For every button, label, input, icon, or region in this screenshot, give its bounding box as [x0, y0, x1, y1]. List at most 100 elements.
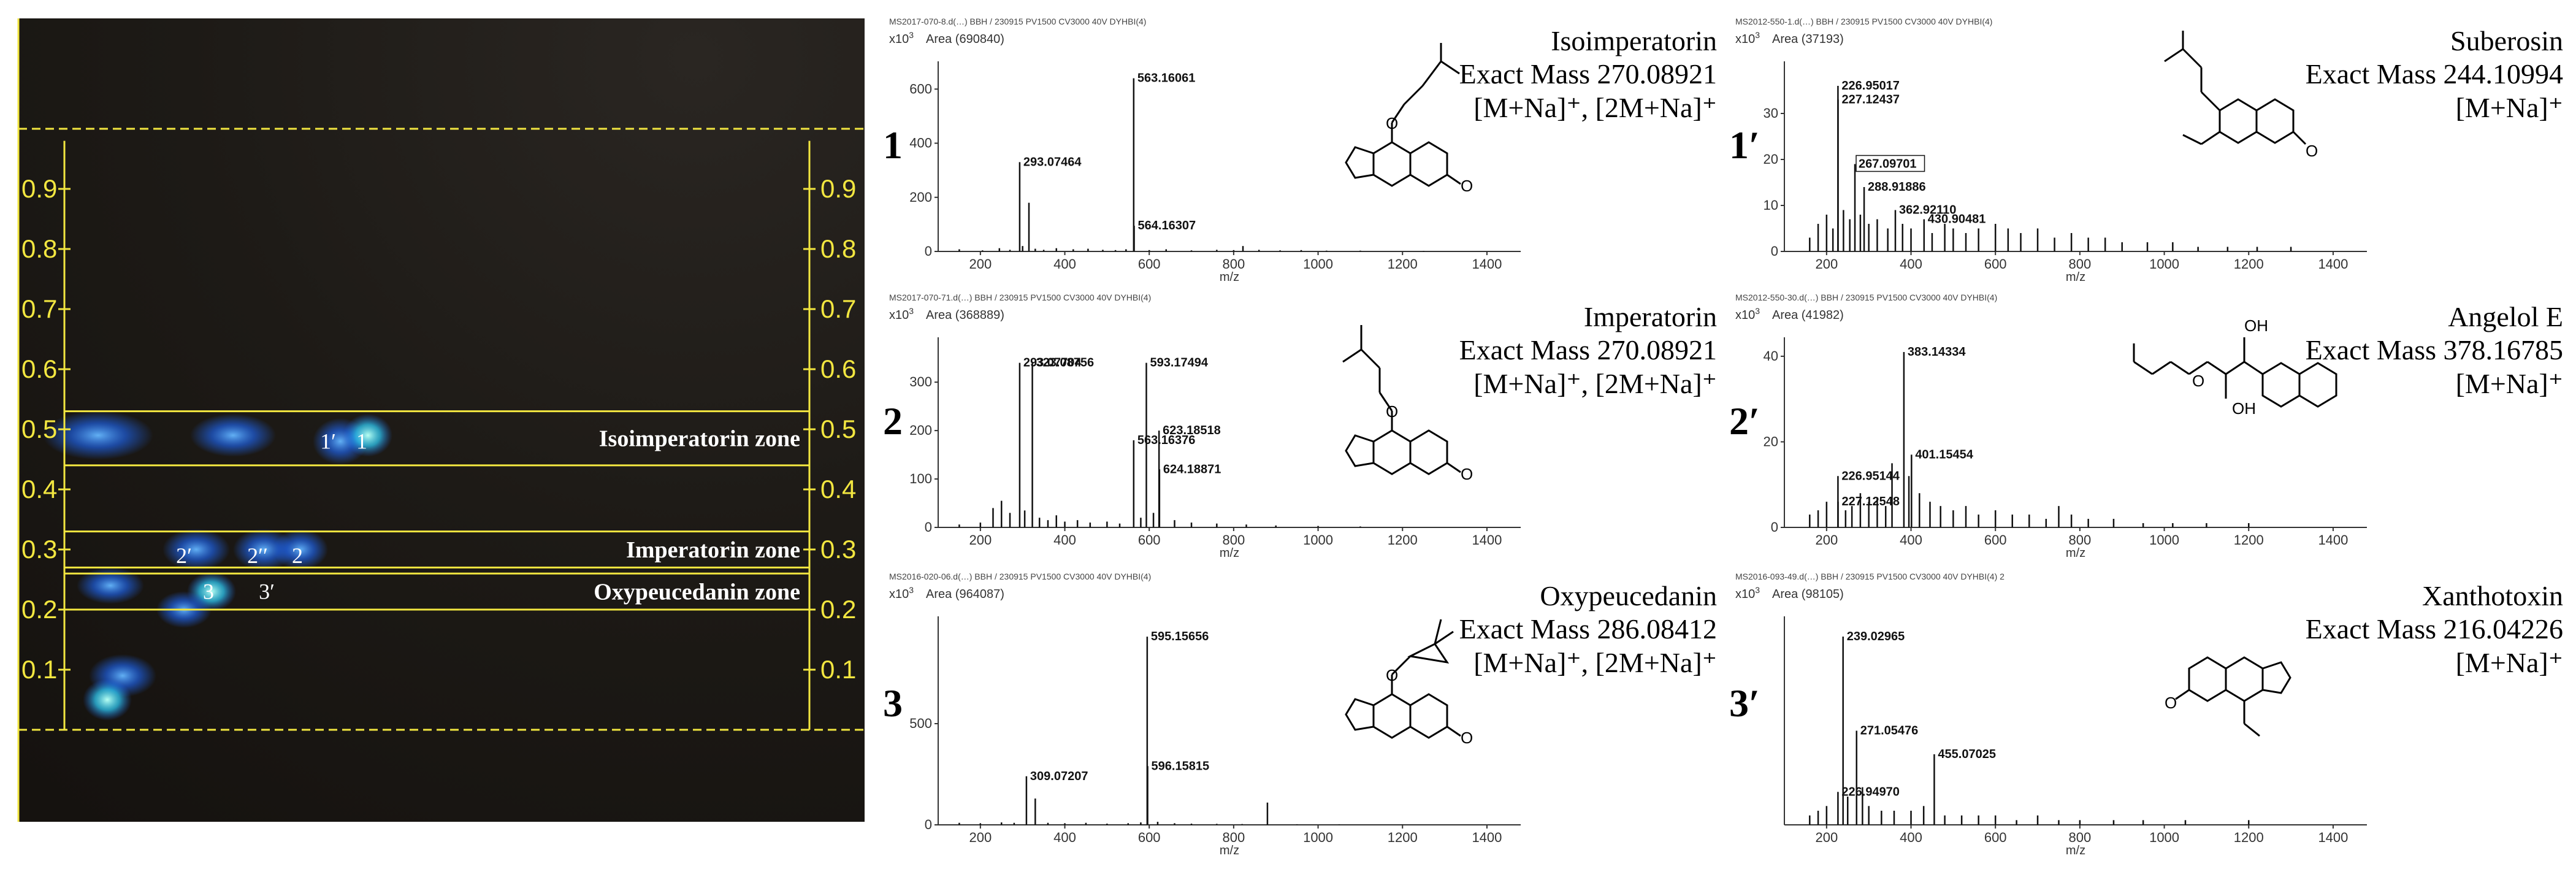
peak-label: 323.08756	[1036, 356, 1095, 370]
mass-spectrum-1: MS2017-070-8.d(…) BBH / 230915 PV1500 CV…	[889, 17, 1521, 284]
tlc-spot	[43, 410, 153, 460]
x-tick-label: 400	[1900, 532, 1922, 548]
x-tick-label: 800	[2069, 256, 2092, 272]
y-tick-label: 100	[909, 471, 932, 486]
angelol-e-structure: OH OH O	[2133, 316, 2337, 418]
compound-info: Suberosin Exact Mass 244.10994 [M+Na]⁺	[2306, 25, 2563, 124]
y-scale-exponent: 3	[909, 30, 914, 40]
y-scale-exponent: 3	[909, 585, 914, 595]
x-tick-label: 600	[1138, 830, 1161, 845]
spectrum-panel-3: 3 MS2016-020-06.d(…) BBH / 230915 PV1500…	[883, 567, 1729, 857]
svg-text:O: O	[1386, 666, 1398, 684]
compound-info: Imperatorin Exact Mass 270.08921 [M+Na]⁺…	[1459, 301, 1717, 400]
svg-text:O: O	[1386, 114, 1398, 132]
compound-number: 2′	[1729, 399, 1760, 443]
xanthotoxin-structure: O	[2165, 656, 2291, 737]
exact-mass: Exact Mass 270.08921	[1459, 334, 1717, 366]
y-tick-label: 0	[925, 243, 932, 259]
adduct-ions: [M+Na]⁺	[2455, 646, 2563, 678]
compound-name: Isoimperatorin	[1551, 25, 1717, 56]
mass-spectrum-2: MS2017-070-71.d(…) BBH / 230915 PV1500 C…	[889, 293, 1521, 560]
peak-label: 227.12548	[1842, 495, 1900, 508]
scale-label: 0.3	[820, 535, 856, 564]
spot-label: 2′	[176, 543, 192, 568]
file-header: MS2016-020-06.d(…) BBH / 230915 PV1500 C…	[889, 572, 1151, 581]
x-tick-label: 1400	[1472, 256, 1502, 272]
x-tick-label: 1000	[1303, 256, 1333, 272]
scale-label: 0.2	[820, 595, 856, 624]
spectrum-panel-1: 1 MS2017-070-8.d(…) BBH / 230915 PV1500 …	[883, 12, 1729, 284]
zone-label: Oxypeucedanin zone	[594, 580, 800, 605]
tlc-spot	[77, 567, 144, 604]
file-header: MS2012-550-30.d(…) BBH / 230915 PV1500 C…	[1735, 293, 1997, 302]
x-axis-label: m/z	[2066, 270, 2085, 284]
scale-label: 0.6	[21, 354, 57, 383]
adduct-ions: [M+Na]⁺, [2M+Na]⁺	[1473, 367, 1717, 399]
spot-label: 1′	[320, 429, 336, 454]
peak-label: 563.16376	[1137, 434, 1196, 447]
tlc-zones: Isoimperatorin zone Imperatorin zone Oxype…	[63, 410, 811, 611]
y-tick-label: 500	[909, 716, 932, 731]
scale-label: 0.9	[21, 174, 57, 203]
x-tick-label: 200	[969, 256, 992, 272]
x-tick-label: 400	[1053, 256, 1076, 272]
x-tick-label: 1200	[2234, 830, 2264, 845]
x-tick-label: 1400	[2318, 830, 2348, 845]
x-tick-label: 1400	[2318, 256, 2348, 272]
spot-label: 2′′	[247, 543, 268, 568]
x-tick-label: 200	[1815, 830, 1838, 845]
peak-label: 596.15815	[1152, 759, 1210, 773]
y-tick-label: 200	[909, 189, 932, 205]
compound-name: Angelol E	[2448, 301, 2563, 332]
area-label: Area (37193)	[1772, 33, 1844, 46]
mass-spectrum-3: MS2016-020-06.d(…) BBH / 230915 PV1500 C…	[889, 572, 1521, 857]
x-tick-label: 1000	[1303, 532, 1333, 548]
isoimperatorin-structure: O O	[1345, 43, 1473, 195]
peak-label: 593.17494	[1150, 356, 1209, 370]
compound-info: Oxypeucedanin Exact Mass 286.08412 [M+Na…	[1459, 580, 1717, 680]
peak-label: 271.05476	[1860, 724, 1919, 738]
scale-label: 0.4	[21, 475, 57, 503]
y-scale-exponent: 3	[1755, 306, 1760, 316]
compound-info: Angelol E Exact Mass 378.16785 [M+Na]⁺	[2306, 301, 2563, 400]
x-tick-label: 600	[1984, 532, 2007, 548]
scale-label: 0.3	[21, 535, 57, 564]
y-tick-label: 300	[909, 374, 932, 389]
y-tick-label: 0	[1771, 243, 1778, 259]
x-tick-label: 800	[1223, 256, 1245, 272]
x-axis-label: m/z	[1220, 844, 1239, 857]
tlc-spot	[162, 529, 230, 570]
exact-mass: Exact Mass 286.08412	[1459, 613, 1717, 645]
x-tick-label: 400	[1900, 256, 1922, 272]
spot-label: 3′	[259, 580, 275, 604]
x-tick-label: 200	[1815, 532, 1838, 548]
y-scale-exponent: 3	[1755, 30, 1760, 40]
exact-mass: Exact Mass 270.08921	[1459, 58, 1717, 90]
y-scale-label: x103	[889, 30, 914, 46]
x-tick-label: 600	[1984, 256, 2007, 272]
adduct-ions: [M+Na]⁺, [2M+Na]⁺	[1473, 91, 1717, 123]
x-tick-label: 800	[1223, 830, 1245, 845]
scale-label: 0.5	[21, 415, 57, 443]
mass-spectrum-2-prime: MS2012-550-30.d(…) BBH / 230915 PV1500 C…	[1735, 293, 2367, 560]
area-label: Area (368889)	[926, 308, 1004, 322]
x-tick-label: 200	[969, 532, 992, 548]
plate-background	[18, 18, 865, 822]
oxypeucedanin-structure: O O	[1345, 619, 1473, 747]
y-tick-label: 0	[925, 519, 932, 535]
x-tick-label: 400	[1053, 532, 1076, 548]
peak-label: 595.15656	[1151, 630, 1209, 643]
peak-label: 309.07207	[1030, 770, 1088, 783]
peak-label: 362.92110	[1899, 204, 1956, 217]
zone-box	[63, 530, 811, 568]
compound-number: 1′	[1729, 123, 1760, 167]
y-tick-label: 0	[1771, 519, 1778, 535]
tlc-plate-graphic: 0.1 0.2 0.3 0.4 0.5 0.6 0.7 0.8 0.9 0.1 0.2 0.3 0.4…	[17, 18, 865, 822]
file-header: MS2017-070-71.d(…) BBH / 230915 PV1500 C…	[889, 293, 1151, 302]
svg-text:O: O	[2192, 372, 2204, 390]
peak-label: 564.16307	[1138, 219, 1196, 232]
spectrum-panel-2-prime: 2′ MS2012-550-30.d(…) BBH / 230915 PV150…	[1729, 288, 2575, 560]
x-tick-label: 200	[1815, 256, 1838, 272]
x-tick-label: 1000	[1303, 830, 1333, 845]
adduct-ions: [M+Na]⁺	[2455, 91, 2563, 123]
